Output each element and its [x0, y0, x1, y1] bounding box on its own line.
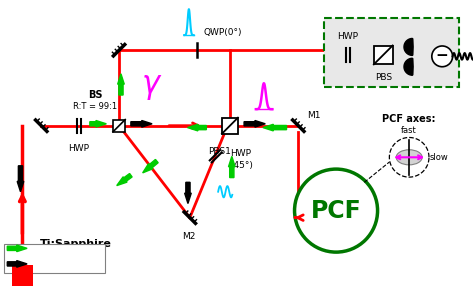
FancyArrow shape — [263, 124, 286, 131]
Polygon shape — [404, 38, 412, 55]
FancyArrow shape — [17, 166, 24, 192]
Circle shape — [294, 169, 378, 252]
Text: M1: M1 — [307, 111, 320, 120]
FancyArrow shape — [90, 120, 106, 127]
Text: M2: M2 — [182, 232, 196, 241]
Circle shape — [432, 46, 453, 67]
Text: 810 nm: 810 nm — [40, 256, 87, 266]
Text: slow: slow — [430, 153, 449, 162]
FancyArrow shape — [7, 245, 27, 252]
Text: PBS: PBS — [374, 73, 392, 82]
Text: PBS1: PBS1 — [208, 147, 231, 156]
FancyArrow shape — [228, 156, 235, 178]
FancyArrow shape — [143, 160, 158, 173]
Text: squeezed: squeezed — [33, 243, 79, 253]
Text: $\mathit{\gamma}$: $\mathit{\gamma}$ — [141, 74, 163, 103]
FancyArrow shape — [7, 261, 27, 267]
Polygon shape — [404, 58, 412, 75]
Text: HWP: HWP — [68, 144, 90, 153]
FancyArrow shape — [188, 124, 206, 131]
Text: HWP: HWP — [230, 149, 251, 159]
Text: −: − — [436, 48, 448, 63]
Text: PCF axes:: PCF axes: — [383, 114, 436, 124]
FancyArrow shape — [244, 120, 265, 127]
Bar — [374, 46, 392, 64]
Ellipse shape — [396, 150, 422, 165]
FancyArrow shape — [131, 120, 152, 127]
Text: BS: BS — [88, 90, 103, 100]
Text: R:T = 99:1: R:T = 99:1 — [73, 102, 118, 111]
FancyArrow shape — [185, 182, 191, 204]
Bar — [3, 244, 105, 273]
Text: PCF: PCF — [310, 199, 362, 223]
Text: fast: fast — [401, 126, 417, 135]
Text: Ti:Sapphire: Ti:Sapphire — [40, 239, 112, 249]
FancyArrow shape — [117, 173, 132, 186]
FancyArrow shape — [118, 74, 124, 95]
Bar — [113, 120, 125, 132]
Bar — [324, 18, 459, 87]
Text: QWP(0°): QWP(0°) — [204, 28, 243, 37]
Bar — [12, 265, 33, 286]
Text: coherent: coherent — [33, 258, 76, 269]
Bar — [222, 118, 238, 134]
Text: (45°): (45°) — [230, 161, 253, 170]
Text: HWP: HWP — [337, 32, 358, 41]
